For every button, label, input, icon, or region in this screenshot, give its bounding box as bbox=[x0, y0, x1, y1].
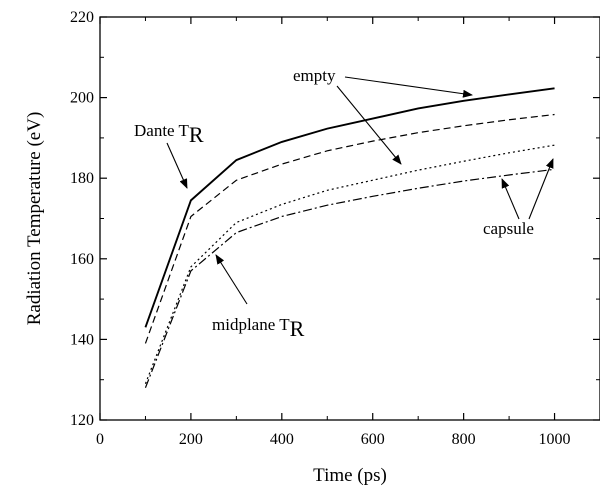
y-tick-label: 120 bbox=[70, 412, 94, 429]
series-line-2-dashed bbox=[144, 113, 555, 344]
dante-arrow bbox=[166, 142, 188, 189]
y-tick-label: 140 bbox=[70, 331, 94, 348]
y-tick-label: 180 bbox=[70, 170, 94, 187]
capsule-arrow-dashed bbox=[501, 178, 520, 220]
empty-arrow-dotted bbox=[336, 85, 402, 165]
axis-ticks: 0 200 400 600 800 1000 120 140 160 180 200 220 bbox=[70, 9, 600, 448]
series-line-1-solid bbox=[144, 87, 555, 328]
x-tick-label: 600 bbox=[361, 431, 385, 448]
capsule-label: capsule bbox=[483, 219, 534, 238]
x-tick-label: 0 bbox=[96, 431, 104, 448]
dante-tr-label: Dante TR bbox=[134, 121, 204, 147]
series-line-3-dotted bbox=[144, 144, 555, 384]
empty-arrow-solid bbox=[344, 76, 473, 98]
y-tick-label: 220 bbox=[70, 9, 94, 26]
y-tick-label: 200 bbox=[70, 90, 94, 107]
x-tick-label: 800 bbox=[452, 431, 476, 448]
midplane-tr-label: midplane TR bbox=[212, 315, 305, 341]
x-axis-title: Time (ps) bbox=[313, 465, 387, 486]
y-tick-label: 160 bbox=[70, 251, 94, 268]
x-tick-label: 200 bbox=[179, 431, 203, 448]
capsule-arrow-dashdot bbox=[528, 158, 554, 220]
y-axis-title: Radiation Temperature (eV) bbox=[24, 112, 45, 326]
x-tick-label: 400 bbox=[270, 431, 294, 448]
x-tick-label: 1000 bbox=[539, 431, 571, 448]
annotations: Dante TR empty capsule midplane TR bbox=[134, 66, 554, 341]
empty-label: empty bbox=[293, 66, 336, 85]
series-line-4-dashdot bbox=[144, 168, 555, 388]
midplane-arrow bbox=[215, 254, 248, 305]
series-layer bbox=[144, 87, 555, 388]
